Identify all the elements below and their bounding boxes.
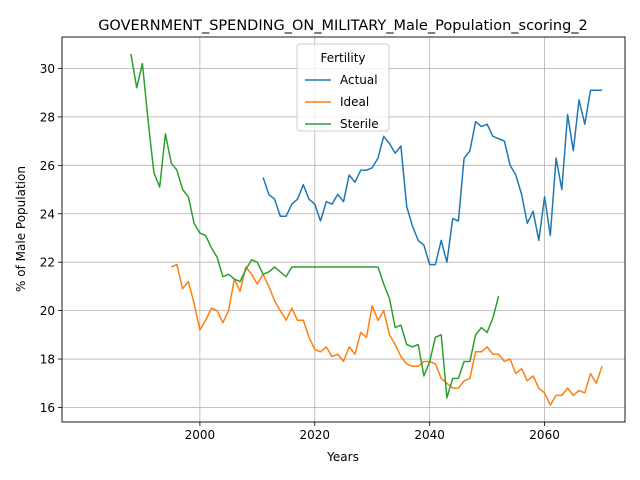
legend: Fertility Actual Ideal Sterile <box>296 43 390 132</box>
y-tick-label: 30 <box>40 62 55 76</box>
y-tick-label: 22 <box>40 256 55 270</box>
series-line-sterile <box>130 53 500 399</box>
series-line-ideal <box>170 263 603 406</box>
x-axis: 2000 2020 2040 2060 <box>185 422 560 442</box>
x-tick-label: 2000 <box>185 428 216 442</box>
x-tick-label: 2040 <box>414 428 445 442</box>
y-tick-label: 28 <box>40 110 55 124</box>
grid <box>62 37 625 422</box>
x-tick-label: 2060 <box>529 428 560 442</box>
x-axis-label: Years <box>326 450 359 464</box>
y-tick-label: 24 <box>40 207 55 221</box>
y-axis-label: % of Male Population <box>14 166 28 292</box>
legend-box <box>296 43 390 132</box>
x-tick-label: 2020 <box>300 428 331 442</box>
chart-title: GOVERNMENT_SPENDING_ON_MILITARY_Male_Pop… <box>98 18 588 34</box>
plot-frame <box>61 36 626 423</box>
series-line-actual <box>262 89 602 266</box>
legend-entry-label: Actual <box>340 73 378 87</box>
legend-entry-label: Ideal <box>340 95 369 109</box>
series-lines <box>130 53 603 406</box>
y-tick-label: 26 <box>40 159 55 173</box>
y-tick-label: 18 <box>40 353 55 367</box>
legend-entry-label: Sterile <box>340 117 379 131</box>
y-tick-label: 20 <box>40 304 55 318</box>
y-axis: 16 18 20 22 24 26 28 30 <box>40 62 62 415</box>
y-tick-label: 16 <box>40 401 55 415</box>
legend-title: Fertility <box>320 51 365 65</box>
